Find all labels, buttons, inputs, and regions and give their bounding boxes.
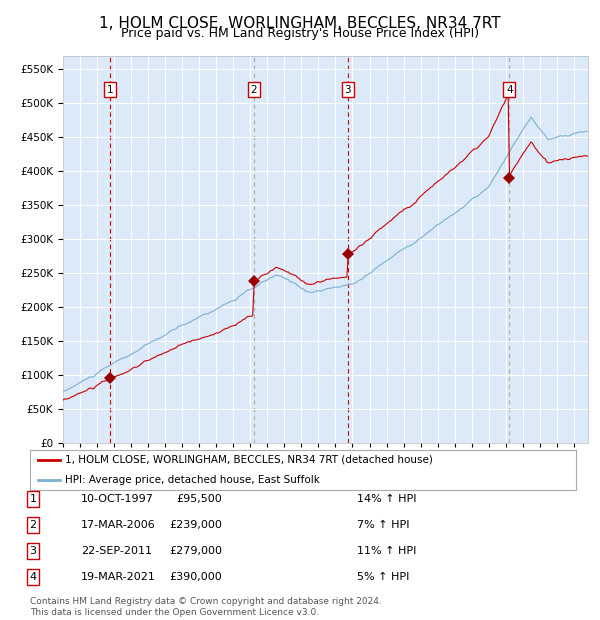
Text: Price paid vs. HM Land Registry's House Price Index (HPI): Price paid vs. HM Land Registry's House … bbox=[121, 27, 479, 40]
Text: 3: 3 bbox=[29, 546, 37, 556]
Text: Contains HM Land Registry data © Crown copyright and database right 2024.
This d: Contains HM Land Registry data © Crown c… bbox=[30, 598, 382, 617]
Text: 17-MAR-2006: 17-MAR-2006 bbox=[81, 520, 156, 530]
Text: 4: 4 bbox=[506, 85, 512, 95]
Text: £390,000: £390,000 bbox=[169, 572, 222, 582]
Text: 1: 1 bbox=[107, 85, 113, 95]
Text: 5% ↑ HPI: 5% ↑ HPI bbox=[357, 572, 409, 582]
Text: 11% ↑ HPI: 11% ↑ HPI bbox=[357, 546, 416, 556]
Text: £95,500: £95,500 bbox=[176, 494, 222, 504]
Text: 1, HOLM CLOSE, WORLINGHAM, BECCLES, NR34 7RT: 1, HOLM CLOSE, WORLINGHAM, BECCLES, NR34… bbox=[99, 16, 501, 30]
Text: 2: 2 bbox=[251, 85, 257, 95]
Text: 3: 3 bbox=[344, 85, 351, 95]
Text: 1: 1 bbox=[29, 494, 37, 504]
Text: 22-SEP-2011: 22-SEP-2011 bbox=[81, 546, 152, 556]
Text: HPI: Average price, detached house, East Suffolk: HPI: Average price, detached house, East… bbox=[65, 475, 320, 485]
Text: 2: 2 bbox=[29, 520, 37, 530]
Text: 4: 4 bbox=[29, 572, 37, 582]
Text: £239,000: £239,000 bbox=[169, 520, 222, 530]
Text: £279,000: £279,000 bbox=[169, 546, 222, 556]
Text: 19-MAR-2021: 19-MAR-2021 bbox=[81, 572, 156, 582]
Text: 1, HOLM CLOSE, WORLINGHAM, BECCLES, NR34 7RT (detached house): 1, HOLM CLOSE, WORLINGHAM, BECCLES, NR34… bbox=[65, 454, 433, 464]
Text: 14% ↑ HPI: 14% ↑ HPI bbox=[357, 494, 416, 504]
Text: 7% ↑ HPI: 7% ↑ HPI bbox=[357, 520, 409, 530]
Text: 10-OCT-1997: 10-OCT-1997 bbox=[81, 494, 154, 504]
